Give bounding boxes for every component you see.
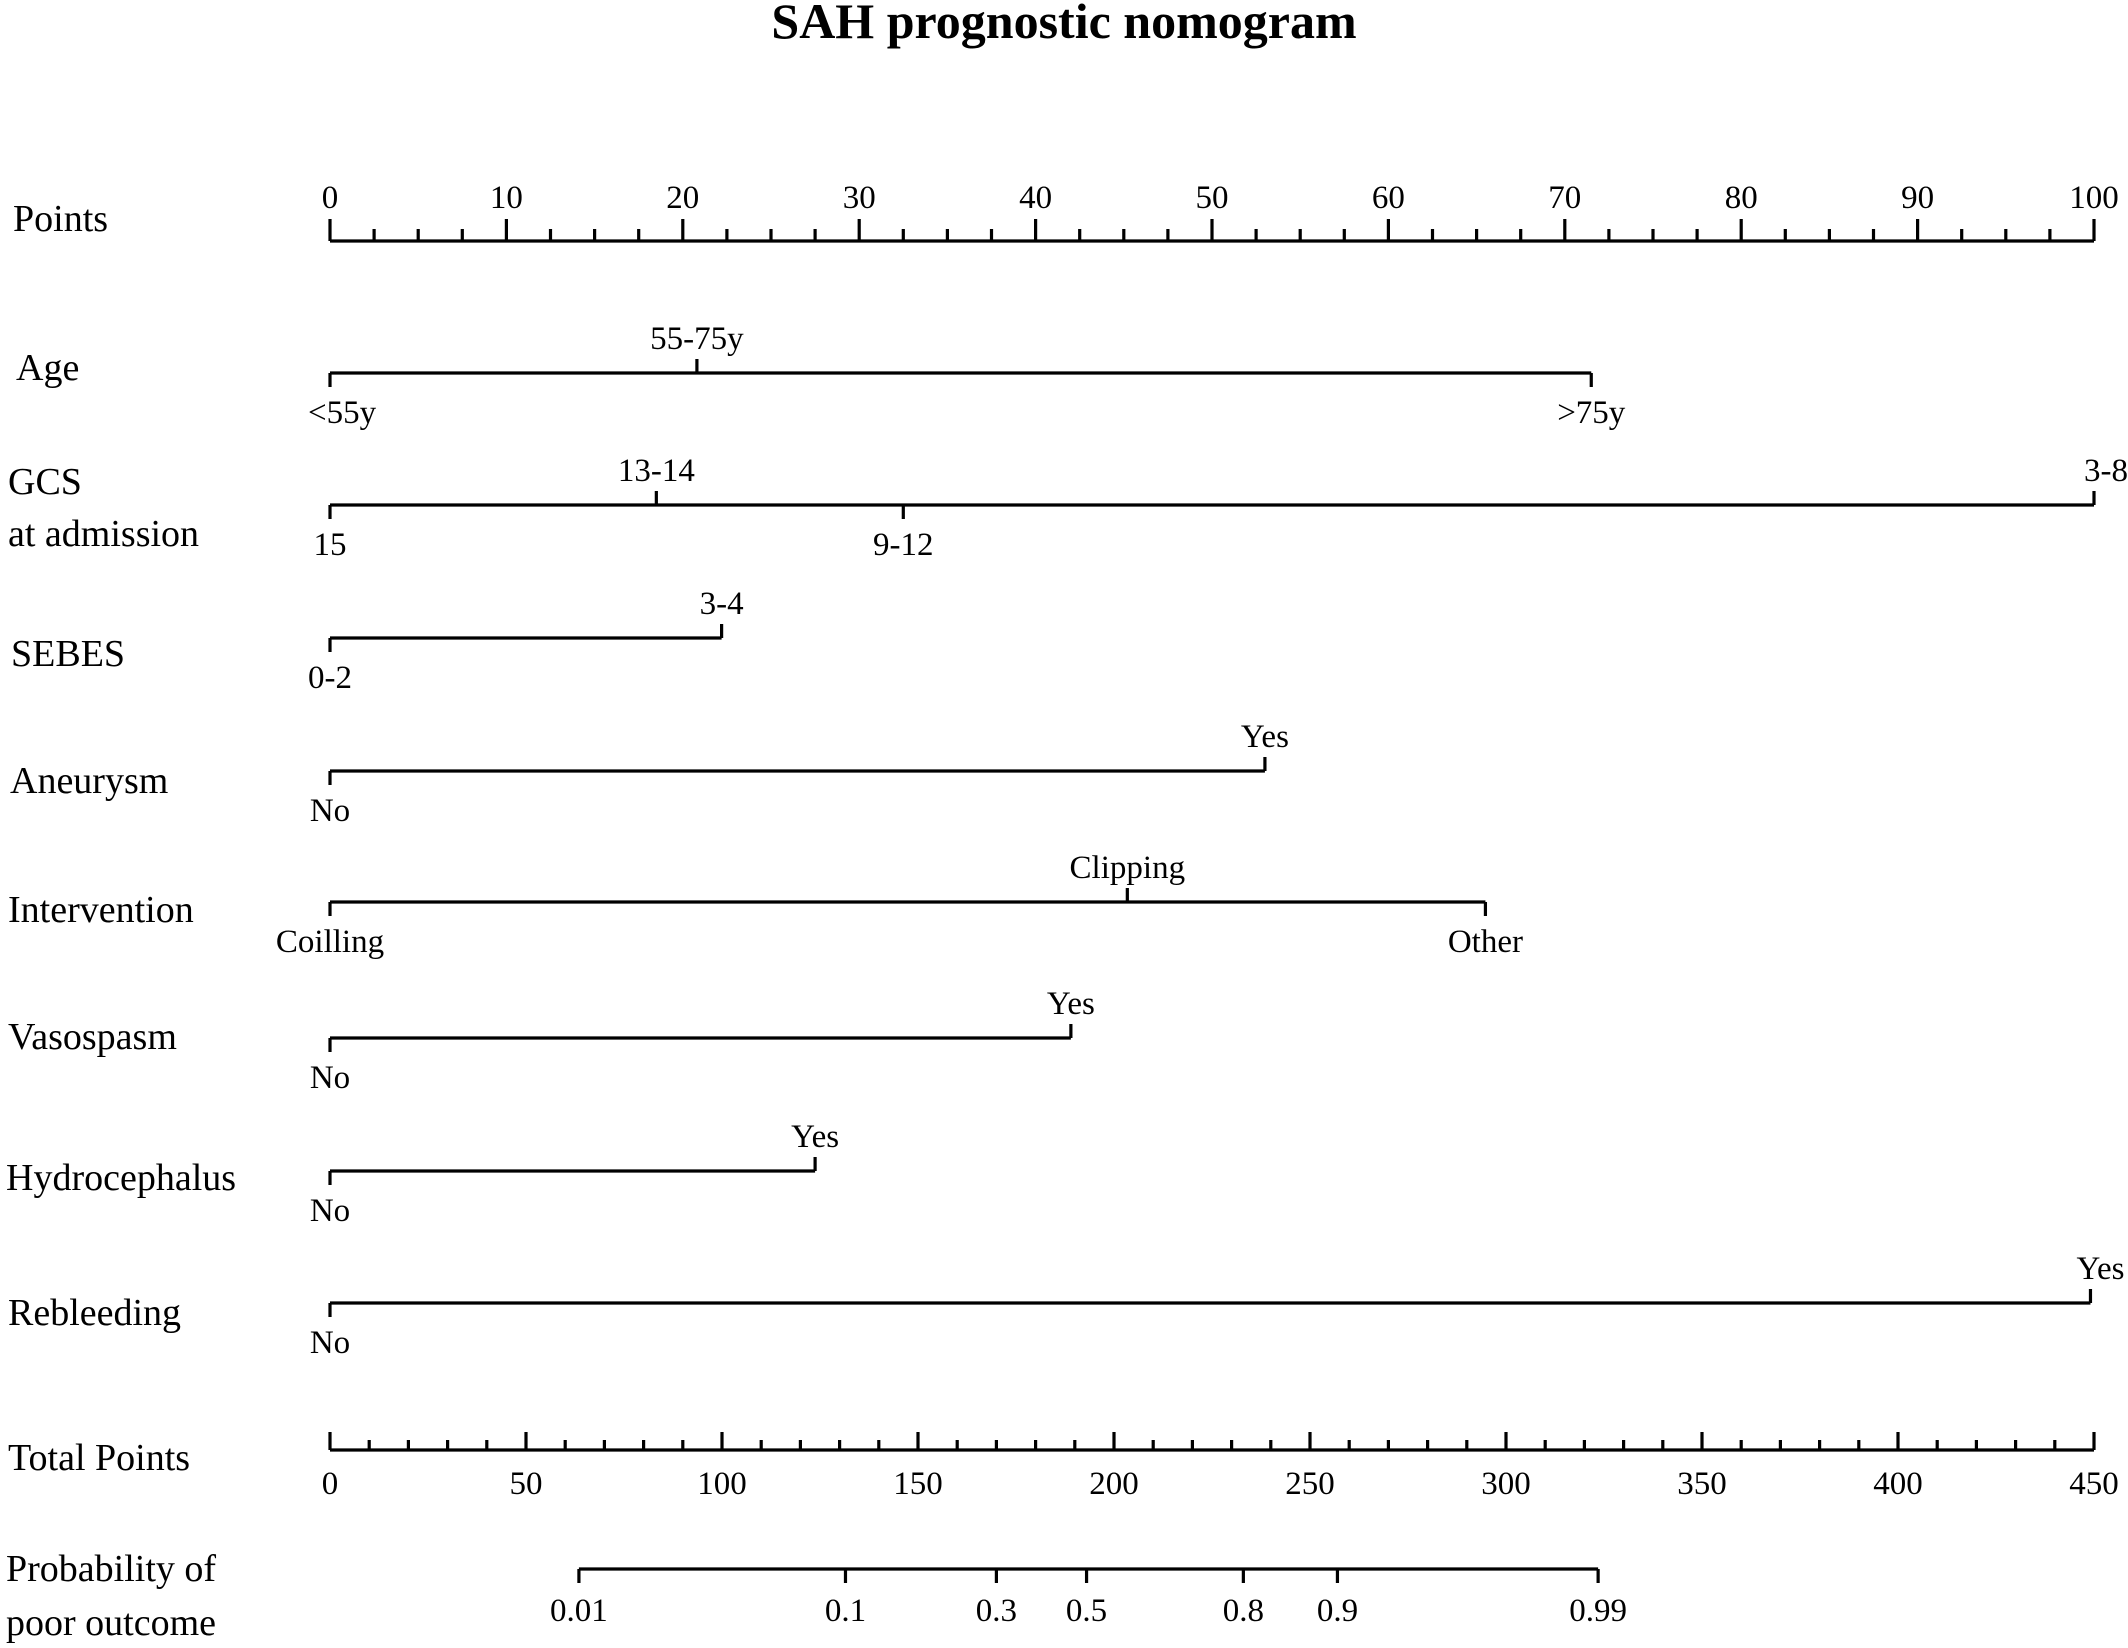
predictor-level-label: No [310, 1325, 350, 1361]
predictor-level-label: Yes [2076, 1251, 2124, 1287]
predictor-name: Vasospasm [8, 1016, 177, 1058]
total-tick-label: 350 [1677, 1466, 1727, 1502]
chart-title: SAH prognostic nomogram [771, 0, 1356, 49]
predictor-level-label: Yes [1241, 719, 1289, 755]
probability-label-line-2: poor outcome [6, 1602, 216, 1644]
total-tick-label: 200 [1089, 1466, 1139, 1502]
predictor-name: Hydrocephalus [6, 1157, 236, 1199]
predictor-rows: Age <55y 55-75y >75y GCS at admission 15 13-14 9… [6, 321, 2128, 1361]
predictor-name: SEBES [11, 633, 125, 675]
probability-tick-label: 0.5 [1066, 1593, 1107, 1629]
total-tick-label: 0 [322, 1466, 339, 1502]
predictor-name: Age [16, 347, 79, 389]
predictor-level-label: Clipping [1070, 850, 1186, 886]
predictor-name-line: at admission [8, 513, 199, 555]
predictor-level-label: 13-14 [618, 453, 695, 489]
total-points-axis-ticks: 0 50 100 150 200 250 300 350 400 450 [322, 1432, 2119, 1502]
predictor-level-label: <55y [308, 395, 377, 431]
predictor-level-label: No [310, 1193, 350, 1229]
total-points-label: Total Points [8, 1437, 190, 1479]
points-tick-label: 50 [1196, 180, 1229, 216]
points-tick-label: 100 [2069, 180, 2119, 216]
total-tick-label: 250 [1285, 1466, 1335, 1502]
probability-tick-label: 0.8 [1223, 1593, 1264, 1629]
predictor-name: GCS at admission [8, 461, 199, 555]
predictor-name: Intervention [8, 889, 194, 931]
predictor-level-label: 0-2 [308, 660, 352, 696]
total-tick-label: 50 [510, 1466, 543, 1502]
points-tick-label: 0 [322, 180, 339, 216]
predictor-name-line: GCS [8, 461, 82, 503]
points-tick-label: 40 [1019, 180, 1052, 216]
predictor-level-label: Yes [1047, 986, 1095, 1022]
predictor-level-label: 15 [314, 527, 347, 563]
points-axis-ticks: 0 10 20 30 40 50 60 70 80 90 100 [322, 180, 2119, 241]
points-tick-label: 70 [1548, 180, 1581, 216]
predictor-name: Aneurysm [10, 760, 168, 802]
points-scale-label: Points [13, 198, 108, 240]
probability-tick-label: 0.01 [550, 1593, 608, 1629]
predictor-level-label: Yes [791, 1119, 839, 1155]
points-tick-label: 10 [490, 180, 523, 216]
total-tick-label: 150 [893, 1466, 943, 1502]
points-tick-label: 80 [1725, 180, 1758, 216]
points-tick-label: 60 [1372, 180, 1405, 216]
predictor-level-label: 3-4 [700, 586, 744, 622]
predictor-level-label: No [310, 793, 350, 829]
probability-tick-label: 0.99 [1569, 1593, 1627, 1629]
predictor-level-label: 9-12 [873, 527, 934, 563]
predictor-name: Rebleeding [8, 1292, 181, 1334]
predictor-level-label: Other [1448, 924, 1523, 960]
total-tick-label: 450 [2069, 1466, 2119, 1502]
probability-label-line-1: Probability of [6, 1548, 216, 1590]
probability-tick-label: 0.1 [825, 1593, 866, 1629]
predictor-level-label: Coilling [276, 924, 384, 960]
total-tick-label: 400 [1873, 1466, 1923, 1502]
points-tick-label: 20 [666, 180, 699, 216]
predictor-level-label: 55-75y [650, 321, 744, 357]
probability-label: Probability of poor outcome [6, 1548, 226, 1644]
probability-axis: 0.01 0.1 0.3 0.5 0.8 0.9 0.99 [550, 1567, 1627, 1629]
points-tick-label: 90 [1901, 180, 1934, 216]
total-tick-label: 100 [697, 1466, 747, 1502]
predictor-level-label: 3-8 [2084, 453, 2128, 489]
probability-tick-label: 0.3 [976, 1593, 1017, 1629]
points-tick-label: 30 [843, 180, 876, 216]
predictor-level-label: No [310, 1060, 350, 1096]
probability-tick-label: 0.9 [1317, 1593, 1358, 1629]
predictor-level-label: >75y [1557, 395, 1626, 431]
total-tick-label: 300 [1481, 1466, 1531, 1502]
